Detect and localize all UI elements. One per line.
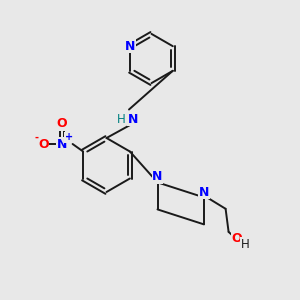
Text: N: N <box>128 112 138 126</box>
Text: O: O <box>232 232 242 245</box>
Text: H: H <box>241 238 250 251</box>
Text: N: N <box>57 137 67 151</box>
Text: N: N <box>125 40 135 53</box>
Text: N: N <box>199 185 209 199</box>
Text: O: O <box>57 117 68 130</box>
Text: +: + <box>65 132 73 142</box>
Text: H: H <box>116 112 125 126</box>
Text: O: O <box>38 137 49 151</box>
Text: -: - <box>35 132 39 142</box>
Text: N: N <box>152 170 163 184</box>
